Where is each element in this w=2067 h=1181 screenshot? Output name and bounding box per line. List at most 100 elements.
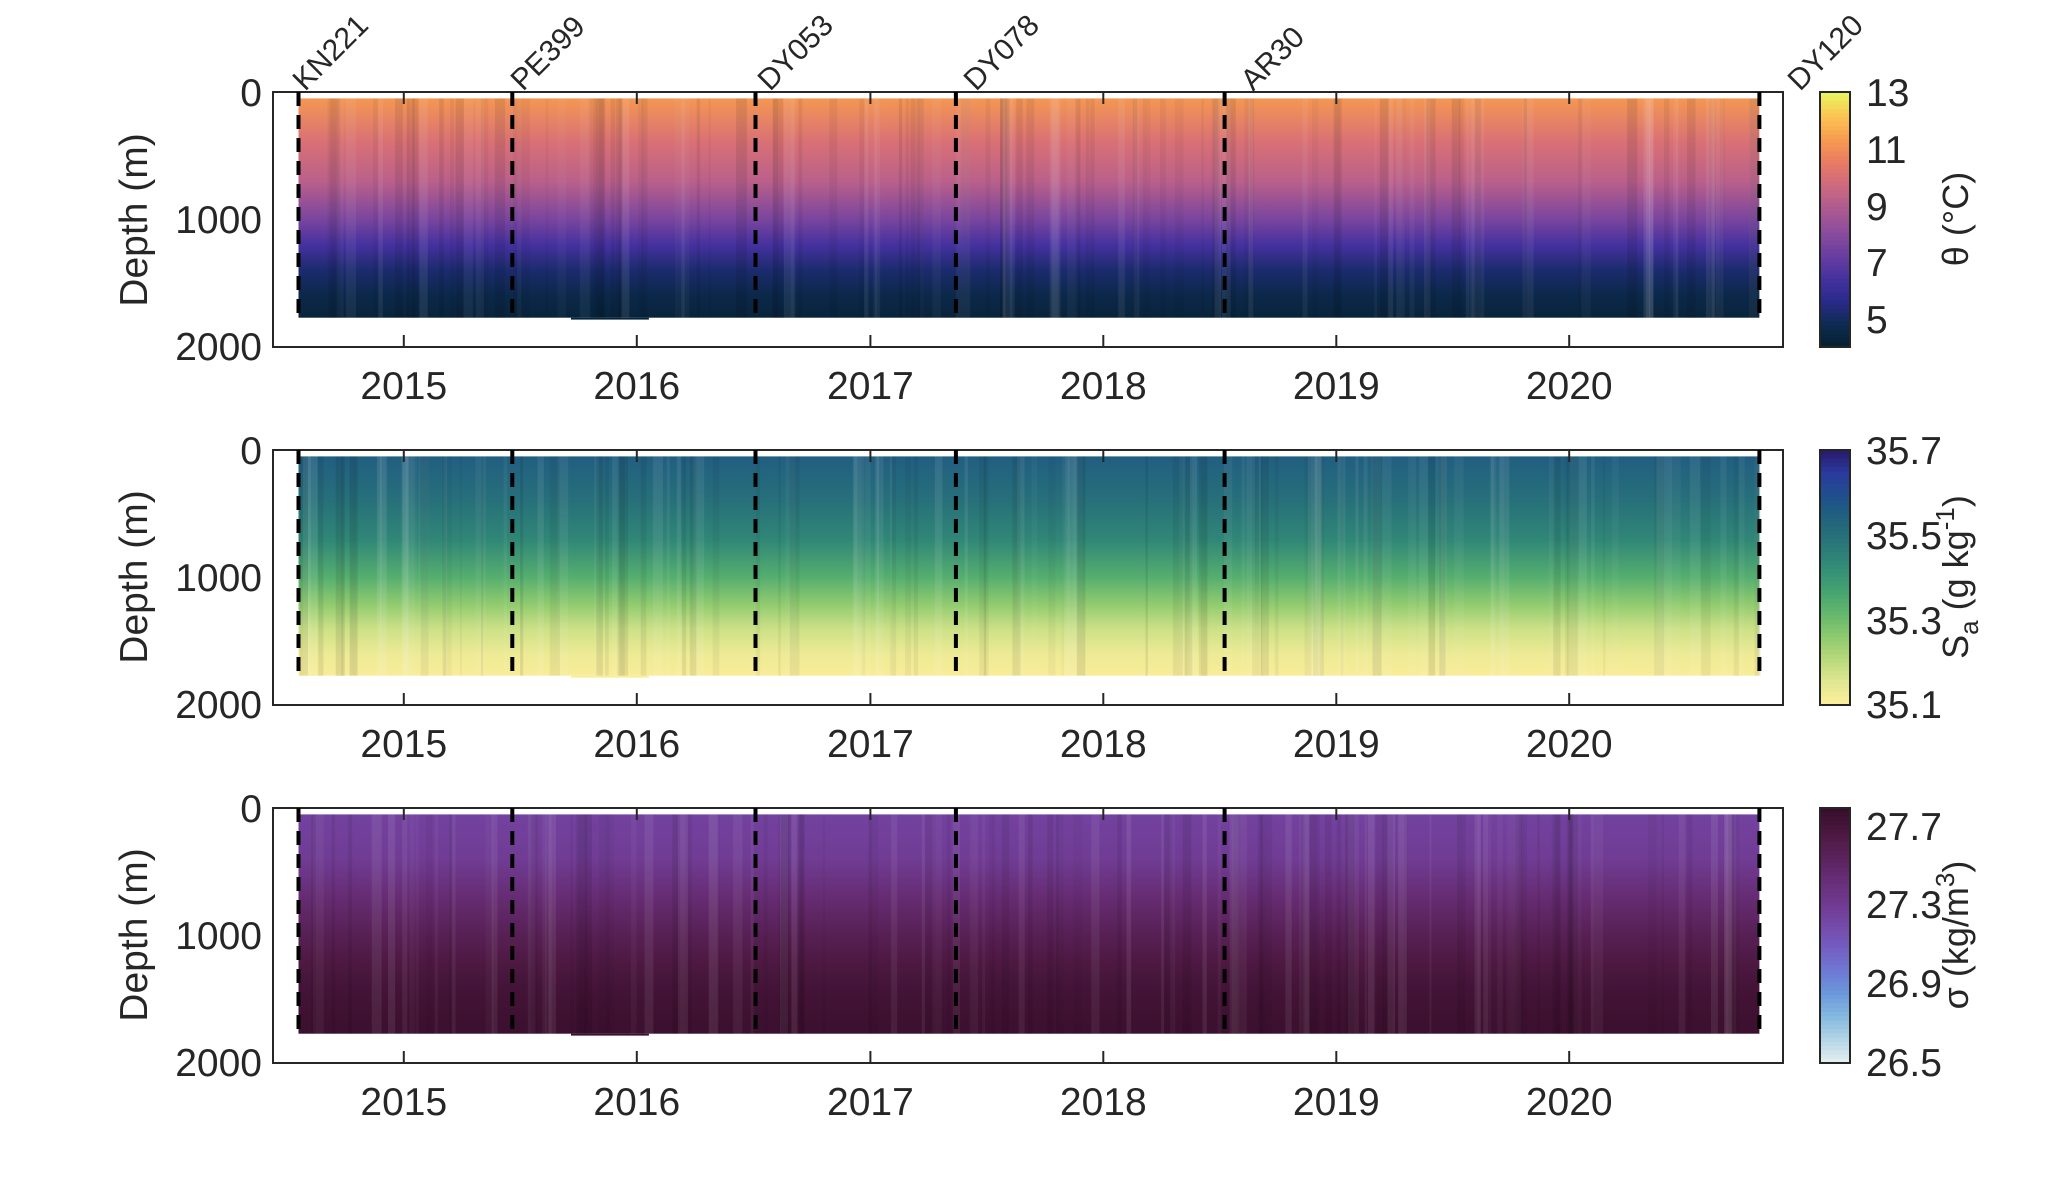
salinity-colorbar-band	[1820, 666, 1850, 672]
density-colorbar-band	[1820, 965, 1850, 971]
density-variability-streak	[1285, 814, 1292, 1034]
salinity-variability-streak	[853, 456, 864, 676]
density-cbar-label-sup: 3	[1930, 873, 1960, 887]
salinity-colorbar-band	[1820, 637, 1850, 642]
theta-variability-streak	[1118, 98, 1125, 318]
density-variability-streak	[576, 814, 588, 1034]
density-colorbar-band	[1820, 1050, 1850, 1056]
theta-colorbar-band	[1820, 257, 1850, 263]
density-variability-streak	[1398, 814, 1407, 1034]
density-variability-streak	[425, 814, 433, 1034]
salinity-cruise-lines	[296, 450, 1762, 679]
theta-variability-streak	[480, 98, 489, 318]
salinity-colorbar-band	[1820, 662, 1850, 668]
density-colorbar-band	[1820, 986, 1850, 992]
salinity-cbar-tick-35-5: 35.5	[1866, 515, 1942, 558]
theta-colorbar-band	[1820, 342, 1850, 348]
theta-colorbar-band	[1820, 206, 1850, 212]
theta-variability-streak	[1211, 98, 1218, 318]
salinity-variability-streak	[520, 456, 524, 676]
theta-variability-streak	[898, 98, 903, 318]
salinity-variability-streak	[1499, 456, 1510, 676]
salinity-variability-streak	[481, 456, 484, 676]
density-variability-streak	[1724, 814, 1733, 1034]
theta-variability-streak	[1213, 98, 1220, 318]
theta-colorbar-band	[1820, 291, 1850, 297]
theta-colorbar-band	[1820, 172, 1850, 178]
salinity-variability-streak	[1579, 456, 1587, 676]
density-colorbar-band	[1820, 999, 1850, 1005]
density-variability-streak	[1336, 814, 1341, 1034]
salinity-variability-streak	[1341, 456, 1344, 675]
salinity-cbar-label-unit: (g kg	[1935, 530, 1976, 620]
density-variability-streak	[1047, 814, 1054, 1034]
theta-variability-streak	[905, 98, 909, 318]
density-variability-streak	[1382, 814, 1387, 1034]
density-variability-streak	[1117, 814, 1122, 1034]
salinity-colorbar-band	[1820, 624, 1850, 630]
salinity-colorbar-band	[1820, 479, 1850, 485]
theta-colorbar-band	[1820, 168, 1850, 174]
salinity-variability-streak	[307, 456, 318, 676]
salinity-variability-streak	[682, 456, 687, 676]
theta-colorbar-band	[1820, 121, 1850, 127]
theta-colorbar-band	[1820, 321, 1850, 327]
x-tick-label-2015: 2015	[360, 1081, 447, 1124]
salinity-variability-streak	[1569, 456, 1579, 676]
density-variability-streak	[331, 814, 335, 1034]
density-colorbar-band	[1820, 1029, 1850, 1034]
theta-colorbar-band	[1820, 147, 1850, 153]
salinity-variability-streak	[876, 456, 879, 676]
density-variability-streak	[371, 814, 382, 1034]
salinity-variability-streak	[1145, 456, 1148, 676]
salinity-colorbar-band	[1820, 484, 1850, 489]
salinity-variability-streak	[1371, 456, 1382, 676]
salinity-variability-streak	[1313, 456, 1319, 676]
cruise-label-kn221: KN221	[287, 9, 375, 97]
density-variability-streak	[1233, 814, 1241, 1034]
theta-colorbar-band	[1820, 130, 1850, 136]
density-x-ticks: 2015 2016 2017 2018 2019 2020	[360, 808, 1613, 1124]
salinity-variability-streak	[1305, 456, 1312, 675]
density-variability-streak	[1429, 814, 1432, 1034]
theta-variability-streak	[873, 98, 878, 318]
density-variability-streak	[1126, 814, 1132, 1034]
theta-variability-streak	[1090, 98, 1095, 318]
density-variability-streak	[1299, 814, 1310, 1034]
salinity-variability-streak	[1738, 456, 1745, 676]
density-cbar-tick-26-9: 26.9	[1866, 963, 1942, 1006]
density-colorbar-band	[1820, 888, 1850, 894]
salinity-variability-streak	[1553, 456, 1561, 676]
density-colorbar-band	[1820, 973, 1850, 979]
theta-colorbar-band	[1820, 330, 1850, 335]
density-colorbar-band	[1820, 1012, 1850, 1017]
theta-colorbar-band	[1820, 308, 1850, 314]
theta-variability-streak	[1706, 98, 1715, 318]
theta-colorbar-band	[1820, 253, 1850, 259]
theta-y-tick-0: 0	[240, 72, 262, 115]
theta-variability-streak	[373, 98, 378, 318]
density-variability-streak	[598, 814, 610, 1034]
theta-variability-streak	[1143, 98, 1147, 318]
theta-variability-streak	[1470, 98, 1474, 318]
theta-variability-streak	[1643, 98, 1654, 318]
salinity-variability-streak	[1032, 456, 1038, 675]
salinity-variability-streak	[789, 456, 800, 676]
density-variability-streak	[708, 814, 719, 1034]
salinity-y-tick-0: 0	[240, 430, 262, 473]
salinity-colorbar-band	[1820, 692, 1850, 698]
salinity-colorbar-band	[1820, 509, 1850, 515]
salinity-colorbar-band	[1820, 518, 1850, 523]
density-variability-streak	[584, 814, 592, 1034]
theta-variability-streak	[1226, 98, 1236, 318]
theta-variability-streak	[593, 98, 604, 318]
theta-colorbar-band	[1820, 143, 1850, 148]
theta-colorbar-band	[1820, 109, 1850, 114]
density-colorbar-band	[1820, 905, 1850, 911]
density-colorbar-band	[1820, 982, 1850, 988]
theta-variability-streak	[1016, 98, 1023, 318]
density-variability-streak	[1510, 814, 1521, 1034]
density-variability-streak	[449, 814, 453, 1034]
density-colorbar	[1820, 808, 1850, 1064]
density-colorbar-band	[1820, 837, 1850, 843]
